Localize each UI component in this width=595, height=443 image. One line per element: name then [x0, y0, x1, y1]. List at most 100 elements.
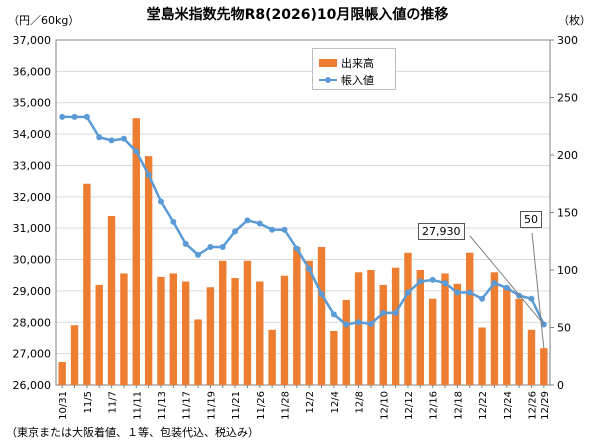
x-tick-label: 11/13 — [157, 391, 168, 420]
price-point — [429, 276, 436, 283]
x-tick-label: 12/4 — [330, 391, 341, 413]
x-tick-label: 12/24 — [503, 391, 514, 420]
price-point — [96, 134, 103, 141]
price-point — [269, 226, 276, 233]
x-tick-label: 11/7 — [108, 391, 119, 413]
price-point — [182, 240, 189, 247]
price-point — [491, 280, 498, 287]
volume-bar — [206, 287, 215, 385]
y-left-tick-label: 30,000 — [13, 254, 52, 267]
volume-bar — [540, 348, 548, 385]
y-right-tick-label: 300 — [557, 34, 578, 47]
volume-bar — [83, 183, 91, 385]
y-left-tick-label: 33,000 — [13, 159, 52, 172]
price-point — [380, 309, 387, 316]
price-point — [219, 244, 226, 250]
volume-bar — [169, 273, 178, 385]
price-point — [108, 137, 115, 144]
price-point — [355, 319, 362, 326]
volume-bar — [354, 272, 363, 385]
price-point — [404, 289, 411, 296]
price-point — [454, 289, 461, 296]
price-callout-leader — [469, 235, 545, 325]
volume-bar — [157, 276, 165, 385]
x-tick-label: 11/28 — [280, 391, 291, 420]
y-left-tick-label: 36,000 — [13, 65, 52, 78]
price-point — [256, 220, 263, 227]
x-tick-label: 11/17 — [182, 391, 193, 420]
price-point — [59, 113, 66, 120]
volume-bar — [342, 299, 350, 385]
volume-bar — [391, 267, 400, 385]
legend-line-swatch — [319, 76, 337, 84]
price-point — [281, 226, 288, 233]
x-tick-label: 11/5 — [83, 391, 94, 413]
volume-bar — [404, 252, 412, 385]
volume-bar — [58, 362, 66, 385]
legend-bar-swatch — [319, 59, 337, 67]
volume-bar — [95, 284, 103, 385]
price-point — [330, 311, 337, 318]
price-point — [71, 113, 78, 120]
price-point — [120, 135, 127, 142]
volume-bar — [503, 287, 511, 385]
y-right-tick-label: 50 — [557, 322, 571, 335]
price-point — [232, 228, 239, 235]
y-left-tick-label: 31,000 — [13, 222, 52, 235]
price-point — [195, 251, 202, 258]
chart-title: 堂島米指数先物R8(2026)10月限帳入値の推移 — [146, 7, 449, 23]
price-point — [417, 278, 424, 285]
volume-bar — [428, 298, 437, 385]
x-tick-label: 10/31 — [58, 391, 69, 420]
volume-bar — [280, 275, 289, 385]
price-point — [207, 244, 214, 250]
volume-bar — [416, 270, 425, 385]
price-point — [133, 148, 140, 155]
y-right-tick-label: 0 — [557, 379, 564, 392]
y-left-tick-label: 26,000 — [13, 379, 52, 392]
y-left-tick-label: 27,000 — [13, 348, 52, 361]
x-tick-label: 12/18 — [453, 391, 464, 420]
volume-bar — [305, 260, 313, 385]
legend-item-volume: 出来高 — [319, 55, 374, 71]
x-tick-label: 11/21 — [231, 391, 242, 420]
volume-bar — [478, 327, 486, 385]
x-tick-label: 11/26 — [256, 391, 267, 420]
volume-bar — [367, 270, 375, 385]
price-point — [293, 245, 300, 252]
price-point — [343, 321, 350, 328]
plot-area-border — [55, 39, 551, 386]
price-point — [145, 171, 152, 178]
x-tick-label: 12/22 — [478, 391, 489, 420]
y-left-tick-label: 32,000 — [13, 191, 52, 204]
volume-bar — [243, 260, 252, 385]
y-left-tick-label: 35,000 — [13, 97, 52, 110]
legend-bar-label: 出来高 — [341, 57, 374, 70]
volume-bar — [132, 118, 140, 385]
volume-bar — [107, 215, 116, 385]
volume-bar — [379, 284, 387, 385]
legend-item-price: 帳入値 — [319, 72, 374, 88]
price-point — [528, 295, 535, 302]
volume-bar — [453, 283, 462, 385]
volume-bar — [181, 281, 190, 385]
x-tick-label: 12/10 — [379, 391, 390, 420]
price-point — [318, 291, 325, 298]
y-left-tick-label: 37,000 — [13, 34, 52, 47]
price-point — [479, 295, 486, 302]
price-point — [83, 113, 90, 120]
x-tick-label: 12/12 — [404, 391, 415, 420]
legend-line-label: 帳入値 — [341, 74, 374, 87]
y-left-tick-label: 34,000 — [13, 128, 52, 141]
y-left-tick-label: 29,000 — [13, 285, 52, 298]
price-point — [157, 198, 164, 205]
left-axis-unit: （円／60kg） — [8, 14, 80, 27]
price-point — [244, 217, 251, 224]
x-tick-label: 12/2 — [305, 391, 316, 413]
x-tick-label: 11/11 — [132, 391, 143, 420]
y-right-tick-label: 250 — [557, 92, 578, 105]
volume-bar — [527, 329, 536, 385]
volume-bar — [219, 260, 227, 385]
x-tick-label: 12/29 — [540, 391, 551, 420]
x-tick-label: 12/16 — [429, 391, 440, 420]
